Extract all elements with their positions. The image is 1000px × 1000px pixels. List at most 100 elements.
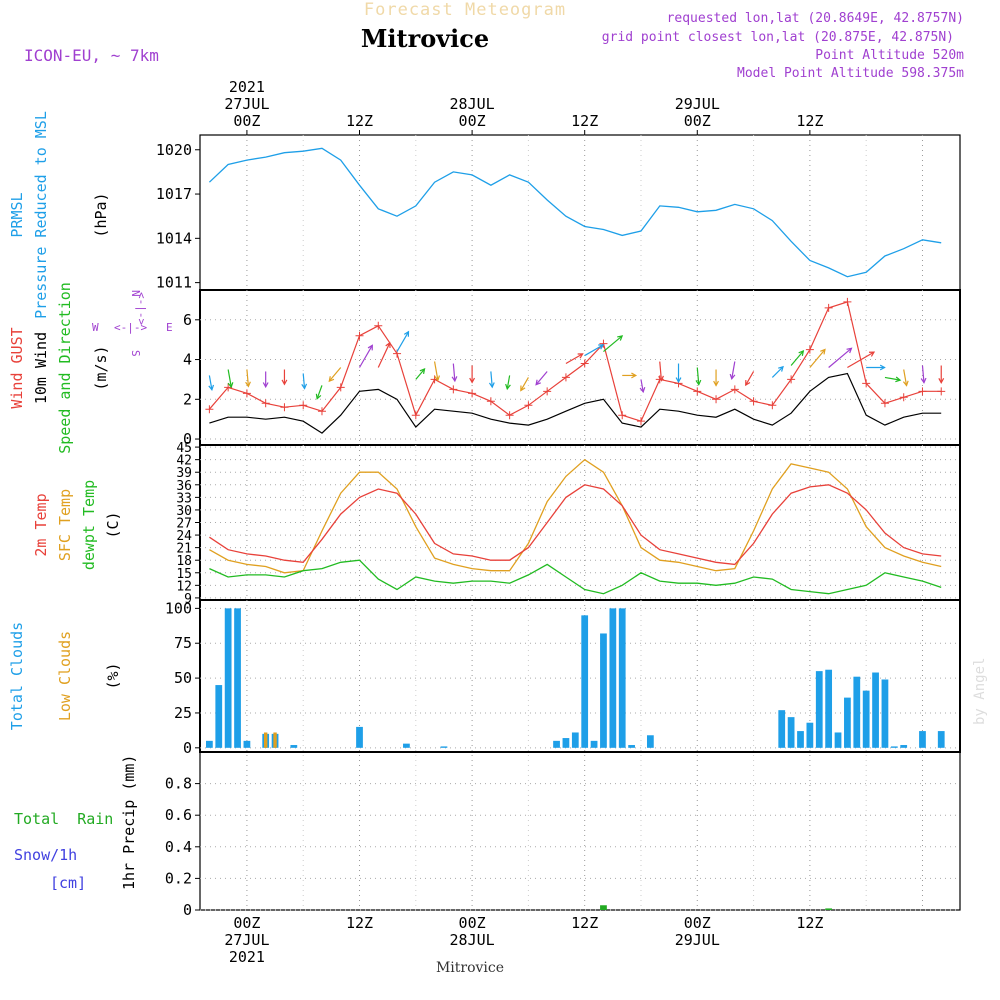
compass-s: S [129,350,142,357]
cloud-bar [872,672,879,748]
panel-label: 10m Wind [32,332,50,404]
gust-marker [543,387,552,396]
wind-arrow [696,367,700,385]
tick-label: 50 [174,669,192,687]
tick-label: 0 [183,739,192,757]
cloud-bar [646,735,654,748]
time-label-top: 28JUL [450,95,495,113]
wind-arrow [903,369,908,386]
wind-arrow-head [385,341,391,348]
cloud-bar [553,740,560,748]
cloud-bar [356,726,363,748]
wind10-line [209,372,942,434]
wind-arrow [377,342,391,368]
model-label: ICON-EU, ~ 7km [24,46,159,65]
tick-label: 30 [176,504,192,519]
wind-arrow [316,385,323,399]
time-label-bottom: 00Z [684,914,711,932]
wind-arrow-head [577,353,584,359]
compass-v-arrow: <-|-> [135,292,148,325]
wind-arrow-head [598,344,605,350]
tick-label: 25 [174,704,192,722]
time-label-top: 29JUL [675,95,720,113]
panel-frame [199,751,961,911]
cloud-bar [590,740,598,748]
cloud-bar [609,608,617,748]
gust-marker [805,345,814,354]
gust-marker [336,383,345,392]
wind-arrow-head [675,377,682,384]
wind-arrow-head [778,365,784,372]
gust-marker [599,339,608,348]
tick-label: 2 [183,390,192,408]
cloud-bar [600,633,607,748]
gust-marker [824,303,833,312]
gust-line [208,301,942,422]
cloud-bar [900,745,908,748]
compass-rose: W <-|-> E <-|-> N S [92,290,173,357]
wind-arrow [433,361,439,381]
panel-label: dewpt Temp [80,480,98,570]
tick-label: 9 [184,592,192,607]
tick-label: 100 [165,599,192,617]
wind-arrow-head [262,382,269,389]
tick-label: 33 [176,491,192,506]
gust-marker [355,331,364,340]
wind-arrow-head [879,364,886,371]
wind-arrow [828,347,852,368]
cloud-bar [243,740,251,748]
time-label-top: 00Z [459,112,486,130]
sfc-temp-line [209,458,942,574]
wind-arrow-head [245,381,251,388]
gust-marker [449,385,458,394]
tick-label: 0 [183,430,192,448]
cloud-bar [562,738,570,748]
low-cloud-bar [263,732,268,748]
wind-arrow-head [798,349,805,356]
gust-marker [299,401,308,410]
wind-arrow-head [469,377,476,384]
panel-frames [199,134,961,911]
wind-arrow-head [367,344,373,351]
wind-arrow [415,368,426,380]
wind-arrow [208,375,213,390]
tick-label: 24 [176,529,192,544]
panel-label: 2m Temp [32,493,50,556]
tick-label: 18 [176,554,192,569]
cloud-bar [778,710,786,748]
cloud-bar [881,679,889,748]
wind-arrow [452,363,456,382]
time-label-bottom: 00Z [233,914,260,932]
time-label-top: 00Z [684,112,711,130]
tick-label: 1011 [156,274,192,292]
panel-label: Pressure Reduced to MSL [32,111,50,319]
gust-marker [374,321,383,330]
wind-arrow [535,371,548,386]
panel-label: Speed and Direction [56,282,74,454]
wind-arrow-head [631,372,638,379]
gust-marker [899,393,908,402]
panel-label: SFC Temp [56,489,74,561]
time-label-bottom: 28JUL [450,931,495,949]
snow-legend: Snow/1h [14,846,77,864]
compass-h-arrow: <-|-> [114,321,147,334]
gust-marker [261,399,270,408]
wind-arrow [328,367,342,382]
wind-arrow [565,353,583,365]
cloud-bar [206,740,213,748]
cloud-bar [834,732,842,748]
wind-arrow-head [920,377,927,384]
wind-arrow-head [902,380,909,387]
pressure-line [208,147,942,278]
gust-marker [505,411,514,420]
low-cloud-bar [273,732,277,748]
gust-marker [468,389,477,398]
wind-arrow [584,344,604,357]
station-title: Mitrovice [361,24,489,53]
wind-arrow-head [301,383,308,390]
gust-marker [242,389,251,398]
wind-arrow-head [639,387,646,394]
panel-label: Total Clouds [8,622,26,730]
cloud-bar [224,608,232,748]
time-label-top: 2021 [229,78,265,96]
